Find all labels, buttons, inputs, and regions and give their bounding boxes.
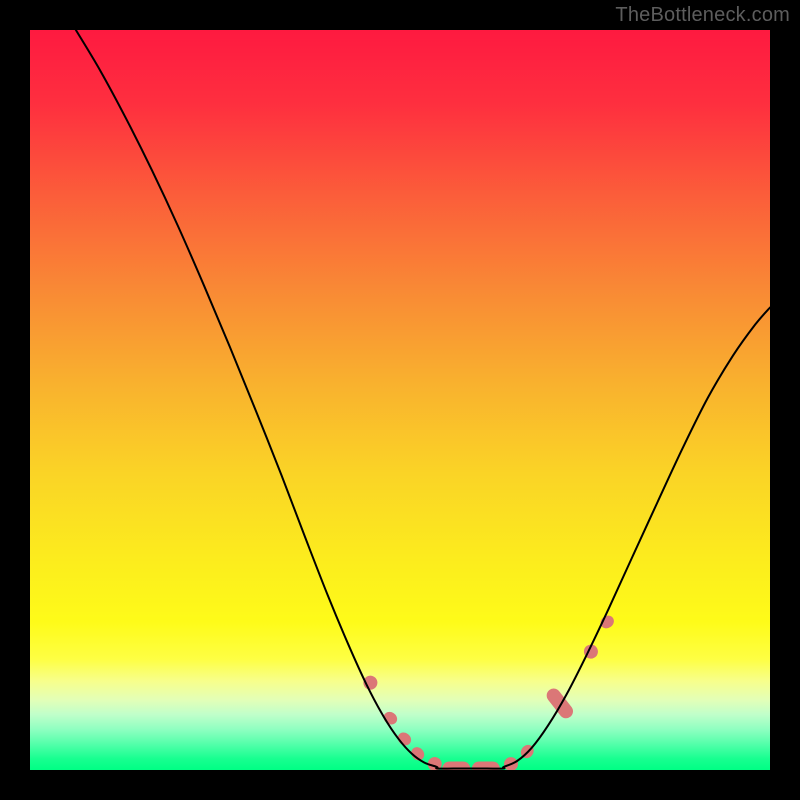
- chart-svg: [0, 0, 800, 800]
- chart-stage: TheBottleneck.com: [0, 0, 800, 800]
